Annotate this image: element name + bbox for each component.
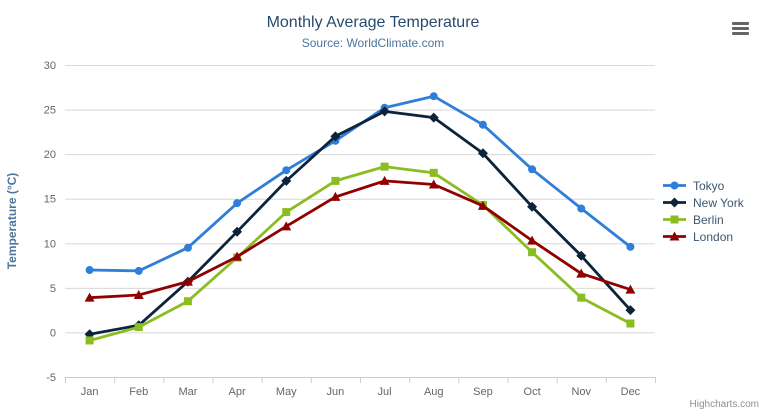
- series-london: [84, 175, 636, 302]
- x-axis-label: Aug: [424, 386, 444, 398]
- series-line[interactable]: [88, 179, 632, 300]
- legend-marker[interactable]: [670, 181, 679, 190]
- x-axis-label: Mar: [178, 386, 197, 398]
- series-new-york: [84, 106, 636, 340]
- y-axis-label: 10: [44, 238, 56, 250]
- data-point[interactable]: [232, 251, 243, 261]
- data-point[interactable]: [281, 221, 292, 231]
- legend-marker[interactable]: [670, 215, 679, 224]
- data-point[interactable]: [477, 200, 488, 210]
- data-point[interactable]: [379, 106, 390, 117]
- y-axis-label: 30: [44, 60, 56, 72]
- legend-label: London: [693, 229, 734, 244]
- legend-marker[interactable]: [669, 197, 680, 208]
- context-menu-button[interactable]: [730, 18, 754, 40]
- data-point[interactable]: [183, 297, 192, 306]
- data-point[interactable]: [576, 250, 587, 261]
- data-point[interactable]: [625, 284, 636, 294]
- data-point[interactable]: [183, 243, 192, 252]
- data-point[interactable]: [281, 175, 292, 186]
- square-marker-icon: [663, 215, 686, 224]
- x-axis-label: Feb: [129, 386, 148, 398]
- data-point[interactable]: [478, 120, 487, 129]
- y-axis-label: 0: [50, 327, 56, 339]
- x-axis-label: Dec: [621, 386, 641, 398]
- data-point[interactable]: [282, 208, 291, 217]
- data-point[interactable]: [379, 175, 390, 185]
- data-point[interactable]: [429, 168, 438, 177]
- data-point[interactable]: [576, 268, 587, 278]
- data-point[interactable]: [84, 292, 95, 302]
- legend-item-london[interactable]: London: [662, 228, 744, 245]
- series-line[interactable]: [88, 110, 632, 336]
- data-point[interactable]: [477, 148, 488, 159]
- y-axis-label: 5: [50, 283, 56, 295]
- series-line[interactable]: [88, 165, 632, 342]
- y-axis-title: Temperature (°C): [5, 173, 19, 270]
- triangle-marker-icon: [663, 231, 686, 241]
- data-point[interactable]: [527, 235, 538, 245]
- data-point[interactable]: [577, 293, 586, 302]
- data-point[interactable]: [577, 204, 586, 213]
- x-axis-label: Jun: [327, 386, 345, 398]
- data-point[interactable]: [134, 323, 143, 332]
- x-axis-label: Jul: [378, 386, 392, 398]
- legend-marker[interactable]: [669, 231, 680, 241]
- credits-link[interactable]: Highcharts.com: [689, 399, 759, 410]
- data-point[interactable]: [233, 199, 242, 208]
- data-point[interactable]: [528, 165, 537, 174]
- x-axis-label: Jan: [81, 386, 99, 398]
- legend-item-berlin[interactable]: Berlin: [662, 211, 744, 228]
- y-axis-label: 15: [44, 194, 56, 206]
- y-axis-label: 25: [44, 105, 56, 117]
- chart-title: Monthly Average Temperature: [266, 14, 480, 31]
- y-axis-label: 20: [44, 149, 56, 161]
- legend-label: Tokyo: [693, 178, 725, 193]
- data-point[interactable]: [182, 276, 193, 286]
- x-axis-label: Oct: [524, 386, 541, 398]
- x-axis-label: May: [276, 386, 297, 398]
- x-axis-ticks: [65, 377, 656, 383]
- data-point[interactable]: [330, 191, 341, 201]
- data-point[interactable]: [626, 242, 635, 251]
- y-gridlines: [65, 65, 655, 378]
- hamburger-icon: [732, 22, 749, 25]
- circle-marker-icon: [663, 181, 686, 190]
- data-point[interactable]: [527, 201, 538, 212]
- data-point[interactable]: [134, 266, 143, 275]
- diamond-marker-icon: [663, 197, 686, 208]
- x-axis-label: Apr: [229, 386, 246, 398]
- data-point[interactable]: [282, 166, 291, 175]
- data-point[interactable]: [330, 131, 341, 142]
- legend-item-tokyo[interactable]: Tokyo: [662, 177, 744, 194]
- data-point[interactable]: [429, 92, 438, 101]
- y-axis-label: -5: [46, 372, 56, 384]
- x-axis-label: Nov: [571, 386, 591, 398]
- data-point[interactable]: [85, 266, 94, 275]
- legend: Tokyo New York Berlin London: [662, 177, 744, 245]
- data-point[interactable]: [331, 176, 340, 185]
- data-point[interactable]: [133, 289, 144, 299]
- data-point[interactable]: [626, 319, 635, 328]
- legend-label: New York: [693, 195, 744, 210]
- chart-subtitle: Source: WorldClimate.com: [301, 36, 445, 50]
- data-point[interactable]: [380, 162, 389, 171]
- legend-label: Berlin: [693, 212, 724, 227]
- data-point[interactable]: [428, 179, 439, 189]
- legend-item-new-york[interactable]: New York: [662, 194, 744, 211]
- data-point[interactable]: [428, 112, 439, 123]
- x-axis-label: Sep: [473, 386, 493, 398]
- series-tokyo: [85, 92, 635, 275]
- data-point[interactable]: [528, 248, 537, 257]
- data-point[interactable]: [85, 336, 94, 345]
- data-point[interactable]: [232, 226, 243, 237]
- data-point[interactable]: [625, 305, 636, 316]
